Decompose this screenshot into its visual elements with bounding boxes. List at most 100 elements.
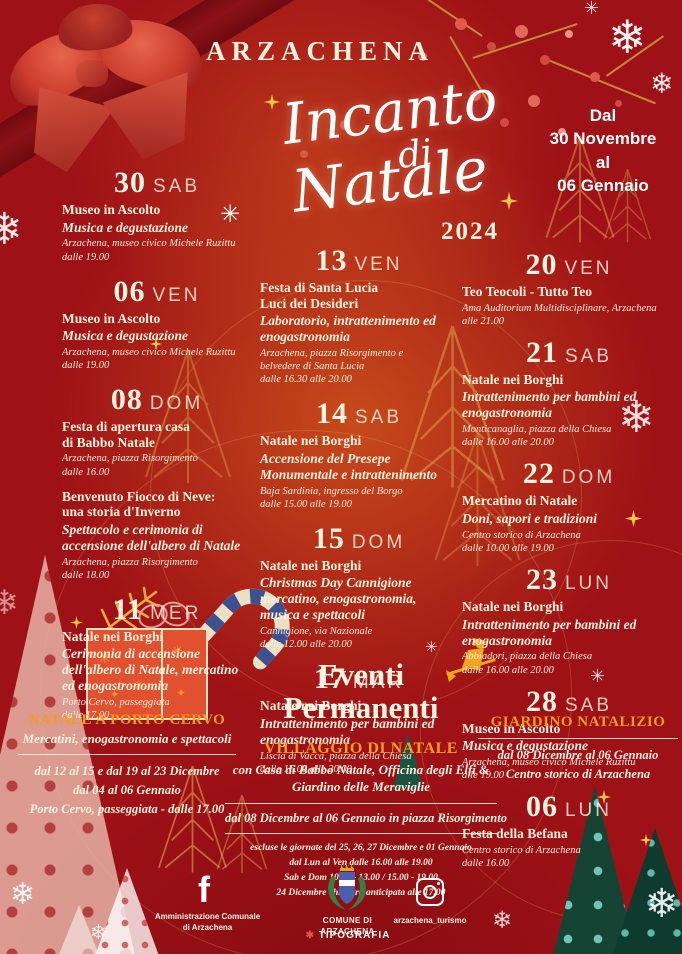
comune-label: COMUNE DI ARZACHENA	[320, 916, 375, 936]
event-21-sab: 21 SAB Natale nei Borghi Intrattenimento …	[462, 335, 676, 450]
event-subtitle: Intrattenimento per bambini ed enogastro…	[260, 715, 435, 747]
event-title: Mercatino di Natale	[462, 493, 578, 509]
event-30-sab: 30 SAB Museo in Ascolto Musica e degustaz…	[62, 168, 252, 264]
event-venue: Porto Cervo, passeggiata	[62, 697, 170, 709]
tipografia-logo: ✱ TIPOGRAFIA	[300, 930, 396, 941]
event-date: 17 MAR	[260, 664, 458, 694]
event-venue: Liscia di Vacca, piazza della Chiesa	[260, 750, 412, 762]
event-date: 11 MER	[62, 594, 252, 625]
instagram-dot	[437, 882, 440, 885]
event-subtitle: Christmas Day Cannigione mercatino, enog…	[260, 575, 417, 623]
event-date: 20 VEN	[462, 250, 676, 280]
porto-cervo-dates: dal 04 al 06 Gennaio	[73, 782, 181, 797]
event-date: 13 VEN	[260, 246, 458, 276]
event-06-lun: 06 LUN Festa della Befana Centro storico …	[462, 792, 676, 870]
event-weekday: SAB	[152, 176, 201, 197]
gift-doodle-icon: ✳	[172, 644, 183, 659]
event-subtitle: Musica e degustazione	[62, 328, 189, 344]
gift-doodle-icon: ✦	[176, 686, 187, 700]
gold-tree-outline-icon	[216, 794, 268, 873]
events-column-right: 20 VEN Teo Teocoli - Tutto Teo Ama Audito…	[462, 250, 676, 883]
date-range-line: 30 Novembre	[549, 129, 657, 149]
event-22-dom: 22 DOM Mercatino di Natale Doni, sapori e…	[462, 459, 676, 555]
berry-dot	[540, 55, 550, 65]
event-08-dom: 08 DOM Festa di apertura casa di Babbo Na…	[62, 385, 252, 581]
gift-doodle-icon: ✳	[134, 678, 145, 692]
event-title: Natale nei Borghi	[260, 433, 362, 449]
event-weekday: DOM	[149, 393, 204, 415]
event-day-number: 13	[315, 244, 348, 277]
date-range-line: Dal	[589, 106, 617, 125]
event-weekday: MAR	[352, 672, 405, 694]
event-day-number: 23	[525, 563, 558, 597]
event-entry: Museo in Ascolto Musica e degustazione A…	[462, 721, 676, 783]
event-13-ven: 13 VEN Festa di Santa Lucia Luci dei Desi…	[260, 246, 458, 386]
event-venue: Cannigione, via Nazionale	[260, 626, 373, 638]
divider-line	[225, 832, 497, 834]
event-entry: Museo in Ascolto Musica e degustazione A…	[62, 311, 252, 373]
event-time: dalle 16.00	[62, 466, 110, 478]
snowflake-icon: ✳	[584, 0, 600, 19]
event-day-number: 08	[110, 383, 143, 417]
event-28-sab: 28 SAB Museo in Ascolto Musica e degustaz…	[462, 686, 676, 783]
event-weekday: LUN	[564, 800, 612, 822]
event-venue: Arzachena, museo civico Michele Ruzittu	[62, 238, 236, 250]
snowflake-icon: ❄	[90, 920, 107, 944]
snowflake-icon: ❄	[608, 10, 647, 64]
event-weekday: DOM	[561, 467, 616, 489]
event-time: dalle 19.00	[62, 251, 110, 263]
tipografia-mark-icon: ✱	[305, 930, 315, 941]
event-weekday: SAB	[564, 345, 613, 367]
event-subtitle: Laboratorio, intrattenimento ed enogastr…	[260, 313, 436, 344]
event-entry: Natale nei Borghi Christmas Day Cannigio…	[260, 558, 458, 652]
date-range-line: al	[595, 152, 611, 172]
event-date: 14 SAB	[260, 399, 458, 429]
divider-line	[225, 802, 497, 804]
bow-knot	[76, 60, 108, 87]
event-title: Natale nei Borghi	[462, 599, 564, 615]
event-time: dalle 10.00 alle 19.00	[462, 542, 554, 554]
event-day-number: 15	[312, 521, 345, 555]
snowflake-icon: ❄	[0, 583, 19, 623]
event-subtitle: Musica e degustazione	[462, 738, 589, 754]
event-title: Natale nei Borghi	[62, 628, 164, 644]
berry-dot	[528, 95, 540, 107]
facebook-icon: f	[198, 869, 210, 910]
event-day-number: 20	[525, 248, 558, 281]
event-time: dalle 15.00 alle 19.00	[260, 498, 352, 510]
event-time: dalle 12.00 alle 20.00	[260, 639, 352, 651]
gift-doodle-icon: ✳	[98, 648, 112, 667]
gift-box-illustration: ✳ ✳ ✳ ✦ ✦	[86, 628, 208, 720]
event-venue: Ama Auditorium Multidisciplinare, Arzach…	[462, 302, 657, 314]
poster-year: 2024	[441, 218, 499, 245]
event-time: dalle 19.00	[62, 360, 110, 372]
event-title: Natale nei Borghi	[260, 698, 362, 714]
gold-tree-outline-icon	[145, 349, 231, 483]
event-entry: Festa di Santa Lucia Luci dei Desideri L…	[260, 280, 458, 386]
event-venue: Arzachena, piazza Risorgimento	[62, 453, 198, 465]
event-day-number: 21	[525, 335, 558, 369]
event-entry: Mercatino di Natale Doni, sapori e tradi…	[462, 493, 676, 555]
snowflake-icon: ✳	[220, 200, 241, 228]
giardino-title: GIARDINO NATALIZIO	[490, 714, 666, 730]
snowflake-icon: ❄	[650, 67, 674, 100]
event-15-dom: 15 DOM Natale nei Borghi Christmas Day Ca…	[260, 521, 458, 652]
event-day-number: 06	[525, 790, 558, 824]
event-subtitle: Accensione del Presepe Monumentale e int…	[260, 450, 438, 482]
divider-line	[478, 738, 678, 739]
event-entry: Natale nei Borghi Intrattenimento per ba…	[462, 372, 676, 450]
gold-tree-outline-icon	[400, 325, 505, 488]
event-subtitle: Intrattenimento per bambini ed enogastro…	[462, 616, 637, 648]
berry-dot	[418, 52, 427, 61]
event-time: alle 21.00	[462, 315, 504, 327]
event-weekday: VEN	[564, 258, 613, 279]
porto-cervo-section: NATALE A PORTO CERVO Mercatini, enogastr…	[18, 712, 236, 818]
event-11-mer: 11 MER Natale nei Borghi Cerimonia di acc…	[62, 594, 252, 723]
event-day-number: 06	[113, 274, 146, 308]
event-entry: Festa della Befana Centro storico di Arz…	[462, 826, 676, 870]
berry-dot	[455, 18, 467, 30]
berry-dot	[515, 25, 528, 38]
instagram-lens	[423, 885, 437, 899]
event-weekday: VEN	[152, 284, 201, 306]
